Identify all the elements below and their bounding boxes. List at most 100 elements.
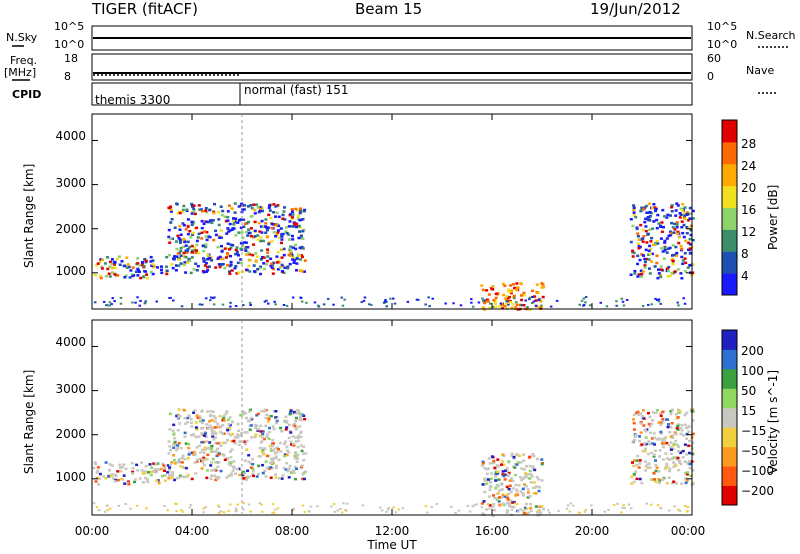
power-cell-302 (191, 231, 195, 235)
vel-cell-526 (298, 418, 302, 421)
power-cell-127 (247, 264, 251, 268)
power-cell-967 (668, 246, 672, 250)
vel-cell-183 (202, 455, 206, 459)
power-cell-767 (678, 212, 682, 215)
vel-cell-105 (257, 464, 261, 468)
vel-cell-1150 (229, 503, 232, 506)
power-cell-35 (118, 263, 122, 266)
power-cell-763 (685, 226, 689, 229)
vel-cell-1057 (674, 413, 678, 416)
vel-cell-635 (534, 492, 538, 495)
power-cell-499 (208, 208, 212, 212)
power-cell-783 (645, 204, 649, 208)
velocity-ytick-1000: 1000 (55, 470, 86, 484)
vel-cell-1076 (633, 438, 637, 442)
power-cell-980 (652, 203, 656, 206)
power-cell-396 (272, 203, 276, 206)
power-cell-401 (280, 248, 283, 251)
power-cell-240 (175, 247, 179, 251)
power-cell-103 (234, 234, 238, 237)
xtick-1600: 16:00 (474, 524, 510, 538)
vel-cell-914 (669, 452, 673, 455)
power-cell-484 (196, 264, 200, 268)
vel-cell-1127 (386, 508, 390, 511)
power-cell-552 (270, 240, 274, 243)
power-cell-607 (298, 218, 302, 222)
power-cell-247 (255, 255, 259, 258)
power-cell-660 (516, 286, 520, 289)
power-cell-327 (300, 254, 304, 257)
power-cell-872 (640, 208, 644, 212)
vel-cell-604 (210, 428, 214, 432)
power-cell-490 (280, 270, 284, 273)
vel-cell-774 (508, 484, 512, 487)
vel-cell-1070 (644, 460, 647, 463)
power-cell-546 (235, 246, 239, 249)
power-cell-755 (643, 264, 647, 267)
power-cell-260 (181, 208, 185, 212)
vel-cell-1028 (688, 462, 692, 466)
vel-cell-732 (529, 506, 533, 510)
vel-cell-1012 (685, 411, 689, 414)
vel-cell-669 (495, 464, 499, 467)
power-cell-431 (228, 264, 232, 268)
vel-cell-328 (214, 450, 218, 453)
vel-cell-1181 (124, 503, 127, 505)
power-cell-158 (204, 243, 208, 246)
power-cell-173 (287, 253, 291, 257)
power-cell-728 (665, 237, 669, 240)
vel-cell-619 (201, 461, 205, 464)
vel-cell-405 (268, 444, 272, 447)
vel-cell-408 (240, 432, 244, 435)
vel-cell-86 (122, 463, 126, 466)
vel-cell-779 (490, 472, 494, 475)
power-cell-574 (288, 251, 292, 254)
power-cell-305 (286, 267, 290, 270)
power-cell-729 (671, 244, 675, 247)
vel-cell-198 (190, 451, 194, 455)
vel-cell-735 (505, 466, 509, 470)
vel-cell-1175 (236, 503, 240, 506)
power-cell-172 (276, 231, 280, 234)
power-cell-203 (298, 230, 301, 233)
vel-cell-113 (243, 440, 247, 443)
vel-cell-1184 (380, 509, 384, 512)
vel-cell-744 (482, 500, 486, 503)
vel-cell-290 (185, 475, 189, 478)
vel-cell-1179 (260, 503, 263, 506)
power-cell-936 (663, 239, 667, 243)
power-cell-850 (675, 251, 679, 255)
vel-cell-747 (513, 501, 516, 504)
vel-cell-88 (127, 483, 131, 486)
power-cell-118 (268, 209, 272, 212)
vel-cell-594 (293, 422, 297, 426)
power-cell-817 (674, 209, 678, 212)
vel-cell-653 (497, 489, 501, 492)
power-cell-1041 (621, 300, 625, 303)
power-cell-588 (226, 263, 230, 267)
power-cell-923 (671, 262, 675, 266)
power-cell-612 (274, 224, 278, 227)
power-cell-238 (193, 246, 197, 250)
vel-cell-629 (231, 420, 234, 424)
vel-cell-807 (499, 488, 503, 492)
vel-cell-951 (632, 459, 636, 462)
vel-cell-378 (205, 476, 209, 480)
vel-cell-1077 (672, 465, 676, 469)
vel-cell-980 (630, 482, 634, 485)
vel-cell-416 (176, 444, 180, 447)
power-cell-898 (656, 213, 660, 217)
power-cell-615 (247, 251, 251, 255)
vel-cell-1111 (435, 503, 439, 505)
nsearch-label: N.Search (746, 29, 796, 42)
power-cell-259 (229, 246, 233, 250)
power-cell-733 (660, 221, 664, 224)
power-cell-234 (298, 246, 302, 249)
power-cell-267 (232, 218, 236, 221)
vel-cell-627 (226, 428, 230, 432)
power-cell-560 (219, 205, 223, 208)
power-cell-459 (186, 225, 190, 228)
power-cell-419 (188, 229, 192, 233)
power-cell-1117 (285, 304, 289, 307)
vel-cell-1061 (674, 432, 678, 436)
